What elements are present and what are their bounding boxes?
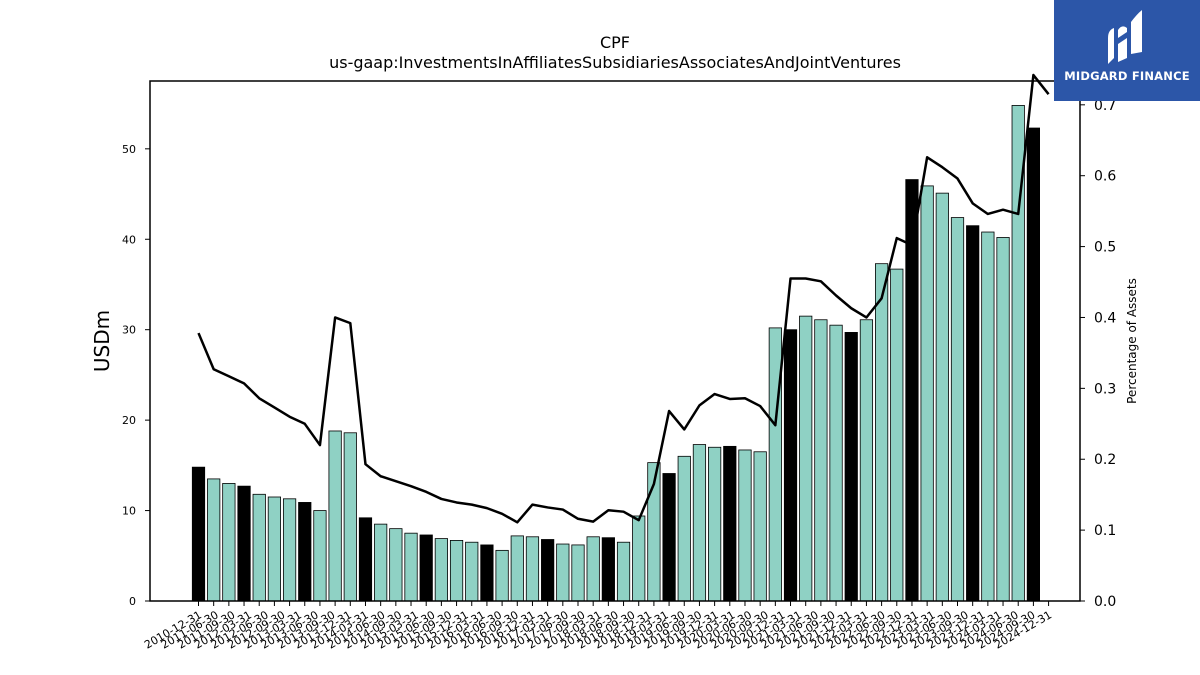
bar: [222, 483, 236, 602]
bar: [966, 225, 980, 602]
y-tick-label-right: 0.5: [1094, 240, 1116, 256]
bar: [996, 237, 1010, 602]
bar: [844, 332, 858, 602]
y-tick-label-right: 0.4: [1094, 310, 1116, 326]
bar: [282, 498, 297, 602]
bar: [1026, 127, 1040, 602]
bar: [328, 430, 342, 602]
bar: [358, 517, 373, 602]
bar: [799, 315, 813, 602]
y-tick-label-left: 0: [129, 595, 136, 608]
bar: [389, 528, 403, 602]
bar: [723, 445, 737, 602]
bar: [237, 485, 251, 602]
y-axis-label-left: USDm: [90, 310, 114, 372]
x-axis: 2010-12-312011-06-302011-09-302012-03-31…: [142, 601, 1054, 652]
y-tick-label-left: 30: [122, 324, 136, 337]
bar: [708, 446, 722, 602]
bar: [434, 538, 448, 602]
bar: [829, 324, 843, 602]
chart-subtitle: us-gaap:InvestmentsInAffiliatesSubsidiar…: [329, 53, 901, 72]
bar: [510, 535, 524, 602]
y-axis-label-right: Percentage of Assets: [1125, 278, 1139, 404]
bar: [480, 544, 494, 602]
y-axis-left: 0 10 20 30 40 50: [122, 143, 150, 608]
bar: [571, 544, 585, 602]
y-tick-label-right: 0.7: [1094, 98, 1116, 114]
bar: [875, 263, 889, 602]
bar: [616, 541, 631, 602]
bar: [419, 534, 433, 602]
bar: [207, 478, 221, 602]
plot-frame: [149, 80, 1081, 602]
y-tick-label-right: 0.3: [1094, 381, 1116, 397]
bar: [950, 217, 965, 602]
y-tick-label-right: 0.6: [1094, 169, 1116, 185]
bar: [935, 192, 949, 602]
bar: [449, 540, 464, 602]
bar: [267, 496, 282, 602]
percentage-line: [197, 73, 1050, 524]
y-tick-label-right: 0.0: [1094, 594, 1116, 610]
bar: [753, 451, 767, 602]
y-tick-label-left: 40: [122, 233, 136, 246]
brand-name: MIDGARD FINANCE: [1064, 69, 1190, 83]
bar: [814, 319, 828, 602]
y-tick-label-left: 50: [122, 143, 136, 156]
bar: [890, 268, 904, 602]
bar: [783, 329, 798, 602]
y-tick-label-left: 10: [122, 505, 136, 518]
bar: [662, 473, 676, 602]
bar-series: [191, 105, 1040, 602]
bar: [343, 432, 357, 602]
chart-title: CPF: [600, 33, 630, 52]
y-tick-label-left: 20: [122, 414, 136, 427]
bar: [677, 455, 691, 602]
brand-logo: MIDGARD FINANCE: [1054, 0, 1200, 101]
bar: [556, 543, 570, 602]
bar: [374, 523, 388, 602]
bar: [525, 536, 540, 602]
bar: [252, 493, 266, 602]
bar: [495, 549, 509, 602]
bar: [981, 231, 995, 602]
bar: [738, 449, 752, 602]
bar: [191, 466, 206, 602]
bar: [404, 532, 418, 602]
bar: [859, 319, 874, 602]
bar: [313, 510, 327, 602]
y-axis-right: 0.0 0.1 0.2 0.3 0.4 0.5 0.6 0.7: [1080, 98, 1116, 610]
bar: [298, 502, 312, 602]
bar: [692, 444, 707, 602]
bar: [586, 536, 600, 602]
bar: [601, 537, 615, 602]
bar: [920, 185, 934, 602]
bar: [768, 327, 782, 602]
bar: [632, 515, 646, 602]
y-tick-label-right: 0.2: [1094, 452, 1116, 468]
midgard-logo-icon: [1108, 10, 1142, 64]
line-series: [197, 73, 1050, 524]
bar: [541, 539, 555, 602]
bar: [465, 541, 479, 602]
y-tick-label-right: 0.1: [1094, 523, 1116, 539]
